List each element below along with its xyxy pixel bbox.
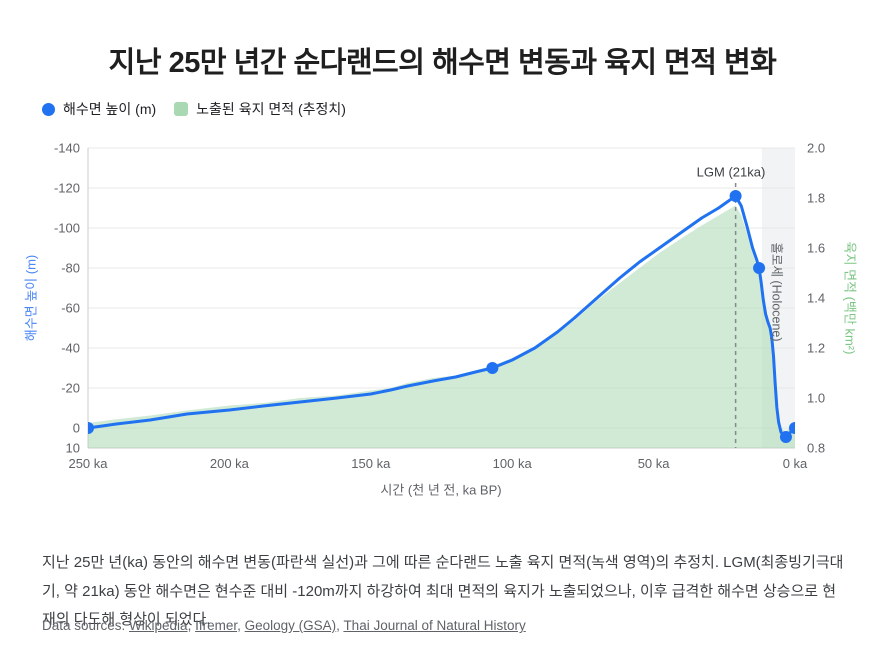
data-point-marker [753, 262, 766, 274]
y-left-tick-label: 10 [66, 441, 80, 456]
x-axis-title: 시간 (천 년 전, ka BP) [380, 482, 502, 498]
lgm-annotation-label: LGM (21ka) [696, 164, 766, 180]
page-title: 지난 25만 년간 순다랜드의 해수면 변동과 육지 면적 변화 [108, 47, 777, 80]
x-tick-label: 50 ka [638, 456, 671, 471]
data-sources-prefix: Data sources: [42, 618, 130, 633]
y-axis-title-sea-level: 해수면 높이 (m) [23, 254, 39, 342]
chart-legend: 해수면 높이 (m) 노출된 육지 면적 (추정치) [42, 99, 346, 119]
x-tick-label: 200 ka [210, 456, 250, 471]
legend-item-sea-level: 해수면 높이 (m) [42, 99, 156, 119]
y-left-tick-label: -60 [61, 301, 80, 316]
data-point-marker [88, 422, 94, 434]
y-right-tick-label: 1.8 [807, 191, 825, 206]
y-left-tick-label: -100 [54, 221, 80, 236]
x-tick-label: 0 ka [783, 456, 808, 471]
source-link-thai-journal-of-natural-history[interactable]: Thai Journal of Natural History [343, 618, 526, 633]
legend-item-land-area: 노출된 육지 면적 (추정치) [174, 99, 346, 119]
y-left-tick-label: -140 [54, 141, 80, 156]
x-tick-label: 250 ka [68, 456, 108, 471]
source-link-ifremer[interactable]: Ifremer [195, 618, 238, 633]
holocene-annotation-label: 홀로세 (Holocene) [769, 242, 784, 342]
x-tick-label: 150 ka [351, 456, 391, 471]
y-axis-title-land-area: 육지 면적 (백만 km²) [842, 241, 858, 355]
y-left-tick-label: 0 [73, 421, 80, 436]
data-point-marker [729, 190, 742, 202]
y-left-tick-label: -120 [54, 181, 80, 196]
y-right-tick-label: 1.2 [807, 341, 825, 356]
land-area-fill [88, 205, 795, 448]
sea-level-dot-icon [42, 102, 55, 116]
y-left-tick-label: -40 [61, 341, 80, 356]
land-area-swatch-icon [174, 102, 189, 116]
y-left-tick-label: -80 [61, 261, 80, 276]
source-link-geology-gsa[interactable]: Geology (GSA) [244, 618, 337, 633]
y-right-tick-label: 1.0 [807, 391, 825, 406]
data-sources-line: Data sources: Wikipedia, Ifremer, Geolog… [42, 618, 526, 633]
y-left-tick-label: -20 [61, 381, 80, 396]
source-link-wikipedia[interactable]: Wikipedia [129, 618, 188, 633]
y-right-tick-label: 0.8 [807, 441, 825, 456]
x-tick-label: 100 ka [493, 456, 533, 471]
legend-label-sea-level: 해수면 높이 (m) [63, 101, 157, 117]
y-right-tick-label: 2.0 [807, 141, 825, 156]
data-point-marker [789, 422, 795, 434]
y-right-tick-label: 1.6 [807, 241, 825, 256]
y-right-tick-label: 1.4 [807, 291, 825, 306]
legend-label-land-area: 노출된 육지 면적 (추정치) [196, 101, 346, 117]
data-point-marker [779, 431, 792, 443]
figure-caption: 지난 25만 년(ka) 동안의 해수면 변동(파란색 실선)과 그에 따른 순… [42, 554, 844, 628]
sea-level-line [88, 194, 795, 439]
data-point-marker [486, 362, 499, 374]
